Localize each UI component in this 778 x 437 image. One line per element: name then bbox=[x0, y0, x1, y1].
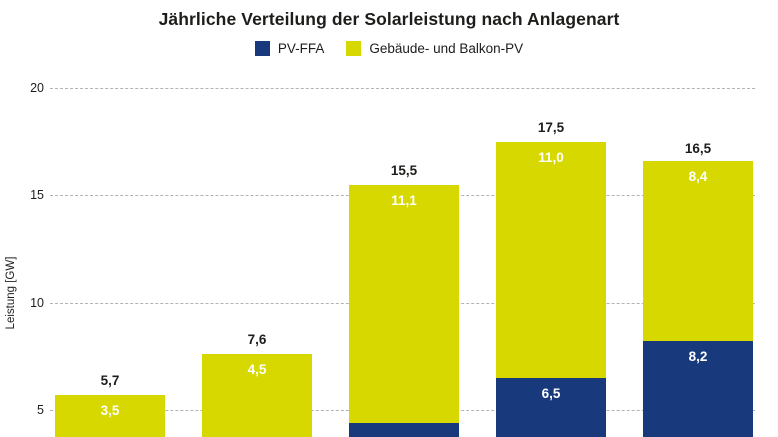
bar-segment-gebaeude-und-balkon-pv-0 bbox=[55, 394, 165, 437]
y-tick-label-20: 20 bbox=[30, 81, 44, 95]
y-tick-label-15: 15 bbox=[30, 188, 44, 203]
segment-value-label-gebaeude-und-balkon-pv-2: 11,1 bbox=[391, 192, 417, 208]
legend-swatch-pv-ffa bbox=[254, 41, 270, 56]
segment-value-label-gebaeude-und-balkon-pv-0: 3,5 bbox=[100, 402, 120, 418]
bar-segment-gebaeude-und-balkon-pv-2 bbox=[349, 184, 459, 423]
bar-total-label-2: 15,5 bbox=[390, 162, 418, 178]
segment-value-label-gebaeude-und-balkon-pv-1: 4,5 bbox=[247, 362, 267, 378]
bar-total-label-4: 16,5 bbox=[684, 141, 712, 157]
segment-value-label-pv-ffa-4: 8,2 bbox=[688, 349, 708, 365]
bar-segment-gebaeude-und-balkon-pv-3 bbox=[496, 141, 606, 378]
bar-segment-pv-ffa-2 bbox=[349, 422, 459, 437]
legend-item-pv-ffa: PV-FFA bbox=[254, 41, 325, 56]
legend-label-gebaeude-und-balkon-pv: Gebäude- und Balkon-PV bbox=[369, 41, 524, 56]
bar-segment-gebaeude-und-balkon-pv-4 bbox=[643, 160, 753, 342]
legend-item-gebaeude-und-balkon-pv: Gebäude- und Balkon-PV bbox=[346, 41, 523, 56]
legend-swatch-gebaeude-und-balkon-pv bbox=[346, 41, 362, 56]
bar-total-label-0: 5,7 bbox=[100, 372, 120, 388]
segment-value-label-pv-ffa-3: 6,5 bbox=[541, 385, 561, 401]
y-axis-label: Leistung [GW] bbox=[5, 256, 17, 330]
y-tick-label-10: 10 bbox=[30, 295, 44, 310]
segment-value-label-gebaeude-und-balkon-pv-3: 11,0 bbox=[538, 149, 564, 165]
bar-segment-gebaeude-und-balkon-pv-1 bbox=[202, 354, 312, 437]
legend: PV-FFA Gebäude- und Balkon-PV bbox=[0, 41, 778, 56]
bar-segment-pv-ffa-3 bbox=[496, 377, 606, 437]
bar-segment-pv-ffa-4 bbox=[643, 341, 753, 437]
chart-title: Jährliche Verteilung der Solarleistung n… bbox=[158, 9, 620, 29]
legend-label-pv-ffa: PV-FFA bbox=[277, 41, 325, 56]
y-tick-label-5: 5 bbox=[37, 403, 44, 417]
segment-value-label-gebaeude-und-balkon-pv-4: 8,4 bbox=[688, 168, 708, 184]
bar-total-label-1: 7,6 bbox=[247, 332, 267, 348]
bar-total-label-3: 17,5 bbox=[537, 119, 565, 135]
gridline-20 bbox=[50, 88, 755, 89]
